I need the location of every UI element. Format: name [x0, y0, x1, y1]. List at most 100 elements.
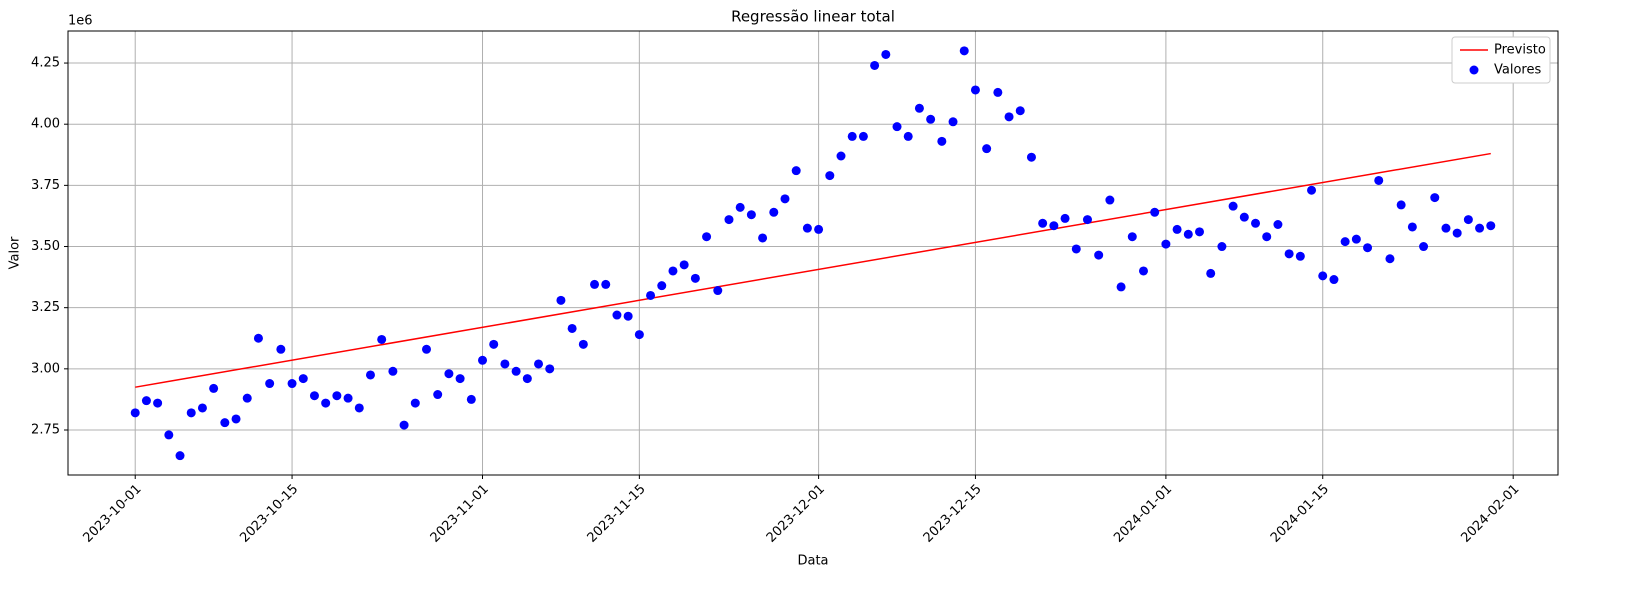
scatter-point: [365, 370, 375, 380]
scatter-point: [668, 266, 678, 276]
scatter-point: [153, 398, 163, 408]
scatter-point: [1318, 271, 1328, 281]
scatter-point: [892, 122, 902, 132]
scatter-point: [433, 390, 443, 400]
scatter-point: [220, 418, 230, 428]
scatter-point: [1116, 282, 1126, 292]
scatter-point: [377, 334, 387, 344]
y-axis-label: Valor: [8, 236, 23, 269]
scatter-point: [164, 430, 174, 440]
scatter-point: [646, 290, 656, 300]
y-tick-label: 3.25: [31, 300, 60, 315]
y-tick-label: 2.75: [31, 422, 60, 437]
legend-swatch: [1469, 65, 1479, 75]
scatter-point: [309, 391, 319, 401]
scatter-point: [858, 131, 868, 141]
scatter-point: [298, 374, 308, 384]
scatter-point: [1206, 268, 1216, 278]
legend-label: Previsto: [1494, 43, 1546, 58]
scatter-point: [903, 131, 913, 141]
y-tick-label: 3.75: [31, 178, 60, 193]
scatter-point: [959, 46, 969, 56]
scatter-point: [1183, 229, 1193, 239]
scatter-point: [937, 136, 947, 146]
scatter-point: [343, 393, 353, 403]
scatter-point: [578, 339, 588, 349]
scatter-point: [1441, 223, 1451, 233]
scatter-point: [276, 344, 286, 354]
scatter-point: [836, 151, 846, 161]
scatter-point: [623, 311, 633, 321]
x-tick-label: 2024-01-01: [1111, 482, 1175, 546]
scatter-point: [1385, 254, 1395, 264]
scatter-point: [253, 333, 263, 343]
scatter-point: [388, 366, 398, 376]
scatter-point: [657, 281, 667, 291]
scatter-point: [1172, 224, 1182, 234]
x-tick-label: 2023-12-01: [764, 482, 828, 546]
regression-line: [135, 152, 1491, 388]
scatter-point: [825, 171, 835, 181]
scatter-point: [1015, 106, 1025, 116]
scatter-point: [1026, 152, 1036, 162]
scatter-point: [1262, 232, 1272, 242]
scatter-point: [1049, 221, 1059, 231]
scatter-point: [265, 379, 275, 389]
scatter-point: [1150, 207, 1160, 217]
scatter-point: [1273, 220, 1283, 230]
scatter-point: [1374, 175, 1384, 185]
scatter-point: [466, 394, 476, 404]
chart-title: Regressão linear total: [731, 8, 895, 26]
scatter-point: [780, 194, 790, 204]
y-tick-label: 4.00: [31, 117, 60, 132]
scatter-point: [702, 232, 712, 242]
scatter-point: [948, 117, 958, 127]
scatter-point: [421, 344, 431, 354]
scatter-point: [814, 224, 824, 234]
scatter-point: [410, 398, 420, 408]
scatter-point: [556, 295, 566, 305]
scatter-point: [713, 286, 723, 296]
scatter-point: [724, 215, 734, 225]
scatter-point: [791, 166, 801, 176]
scatter-point: [1060, 213, 1070, 223]
scatter-point: [847, 131, 857, 141]
x-tick-label: 2023-10-15: [237, 482, 301, 546]
scatter-point: [870, 60, 880, 70]
scatter-point: [746, 210, 756, 220]
x-tick-label: 2024-01-15: [1268, 482, 1332, 546]
scatter-point: [455, 374, 465, 384]
scatter-point: [522, 374, 532, 384]
scatter-point: [130, 408, 140, 418]
scatter-point: [444, 369, 454, 379]
y-offset-label: 1e6: [68, 14, 93, 29]
scatter-point: [926, 114, 936, 124]
scatter-point: [1082, 215, 1092, 225]
scatter-point: [545, 364, 555, 374]
y-tick-label: 3.00: [31, 361, 60, 376]
scatter-point: [769, 207, 779, 217]
scatter-point: [735, 202, 745, 212]
scatter-point: [1419, 242, 1429, 252]
x-tick-label: 2023-10-01: [80, 482, 144, 546]
x-tick-label: 2023-12-15: [921, 482, 985, 546]
scatter-point: [970, 85, 980, 95]
scatter-point: [914, 103, 924, 113]
scatter-point: [1239, 212, 1249, 222]
scatter-point: [1038, 218, 1048, 228]
scatter-point: [1004, 112, 1014, 122]
x-tick-label: 2024-02-01: [1458, 482, 1522, 546]
scatter-point: [242, 393, 252, 403]
scatter-point: [1161, 239, 1171, 249]
scatter-point: [1251, 218, 1261, 228]
scatter-point: [1195, 227, 1205, 237]
scatter-point: [1228, 201, 1238, 211]
scatter-point: [1452, 228, 1462, 238]
scatter-point: [1329, 275, 1339, 285]
scatter-point: [354, 403, 364, 413]
scatter-point: [1284, 249, 1294, 259]
scatter-point: [175, 451, 185, 461]
scatter-point: [690, 273, 700, 283]
scatter-point: [1295, 251, 1305, 261]
